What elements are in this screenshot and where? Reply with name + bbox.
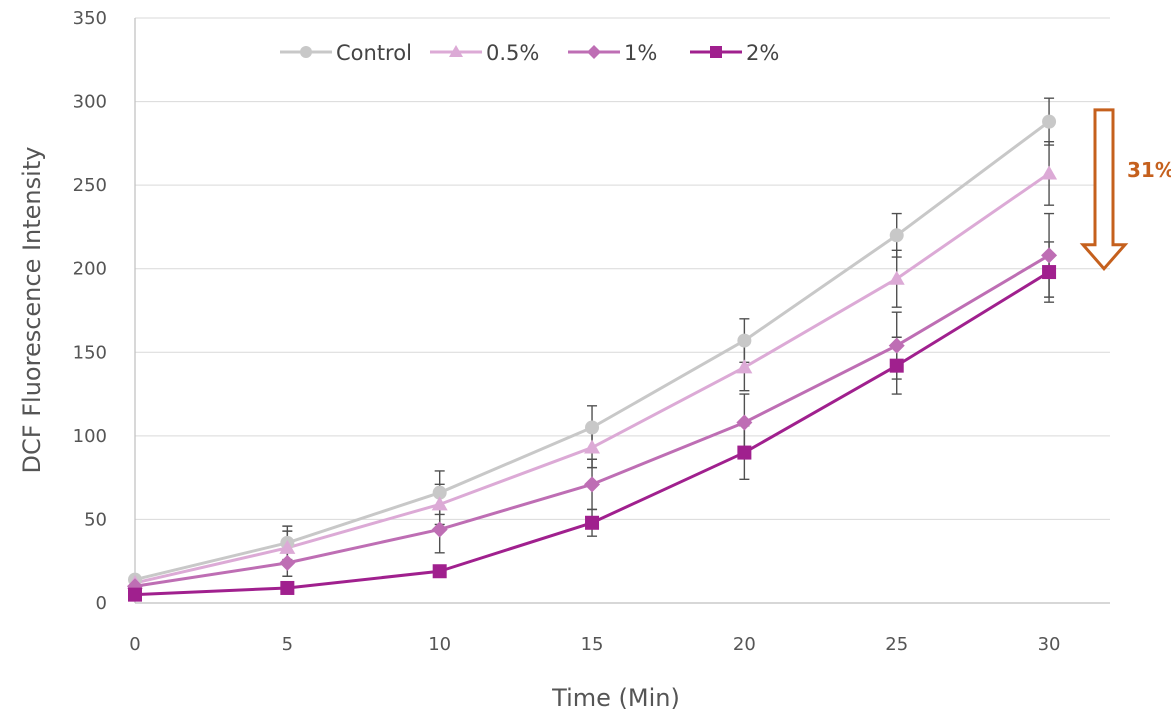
y-tick-label: 300 — [73, 92, 107, 113]
legend-marker-1 — [587, 45, 601, 59]
data-point-Control — [737, 333, 752, 348]
series-markers — [127, 114, 1058, 602]
reduction-annotation: 31% — [1079, 108, 1171, 271]
y-tick-label: 350 — [73, 8, 107, 29]
data-point-1 — [431, 521, 448, 538]
data-point-2 — [280, 580, 295, 595]
data-point-1 — [279, 554, 296, 571]
data-point-2 — [889, 358, 904, 373]
y-tick-label: 200 — [73, 259, 107, 280]
data-point-Control — [585, 420, 600, 435]
data-point-1 — [888, 337, 905, 354]
axes — [134, 18, 1110, 604]
x-tick-label: 25 — [885, 634, 908, 655]
data-point-2 — [128, 587, 142, 602]
data-point-2 — [1042, 265, 1057, 280]
x-tick-label: 10 — [428, 634, 451, 655]
data-point-1 — [584, 476, 601, 493]
y-tick-label: 100 — [73, 426, 107, 447]
x-axis-title: Time (Min) — [551, 684, 680, 712]
x-tick-label: 0 — [129, 634, 140, 655]
x-tick-label: 20 — [733, 634, 756, 655]
data-point-05 — [279, 539, 296, 554]
y-axis-title: DCF Fluorescence Intensity — [18, 147, 46, 474]
data-point-05 — [888, 270, 905, 285]
legend-marker-05 — [449, 45, 463, 57]
gridlines — [135, 17, 1110, 520]
legend-label: Control — [336, 41, 412, 65]
y-tick-labels: 0 50 100 150 200 250 300 350 — [73, 8, 107, 614]
legend: Control 0.5% 1% 2% — [280, 41, 779, 65]
legend-label: 1% — [624, 41, 657, 65]
data-point-05 — [584, 439, 601, 454]
data-point-Control — [1042, 114, 1057, 129]
data-point-2 — [432, 564, 447, 579]
y-tick-label: 250 — [73, 175, 107, 196]
x-tick-labels: 0 5 10 15 20 25 30 — [129, 634, 1060, 655]
legend-label: 2% — [746, 41, 779, 65]
data-point-Control — [889, 228, 904, 243]
legend-marker-2 — [710, 46, 722, 58]
data-point-Control — [432, 485, 447, 500]
x-tick-label: 5 — [282, 634, 293, 655]
data-point-05 — [736, 359, 753, 374]
data-point-1 — [1041, 247, 1058, 264]
legend-marker-Control — [300, 46, 312, 58]
data-point-2 — [737, 445, 752, 460]
data-point-2 — [585, 515, 600, 530]
x-tick-label: 30 — [1038, 634, 1061, 655]
data-point-05 — [431, 496, 448, 511]
y-tick-label: 50 — [84, 509, 107, 530]
y-tick-label: 150 — [73, 342, 107, 363]
x-tick-label: 15 — [581, 634, 604, 655]
legend-label: 0.5% — [486, 41, 539, 65]
y-tick-label: 0 — [96, 593, 107, 614]
data-point-05 — [1041, 165, 1058, 180]
data-point-1 — [736, 414, 753, 431]
reduction-label: 31% — [1127, 158, 1171, 182]
reduction-arrow — [1079, 108, 1129, 271]
